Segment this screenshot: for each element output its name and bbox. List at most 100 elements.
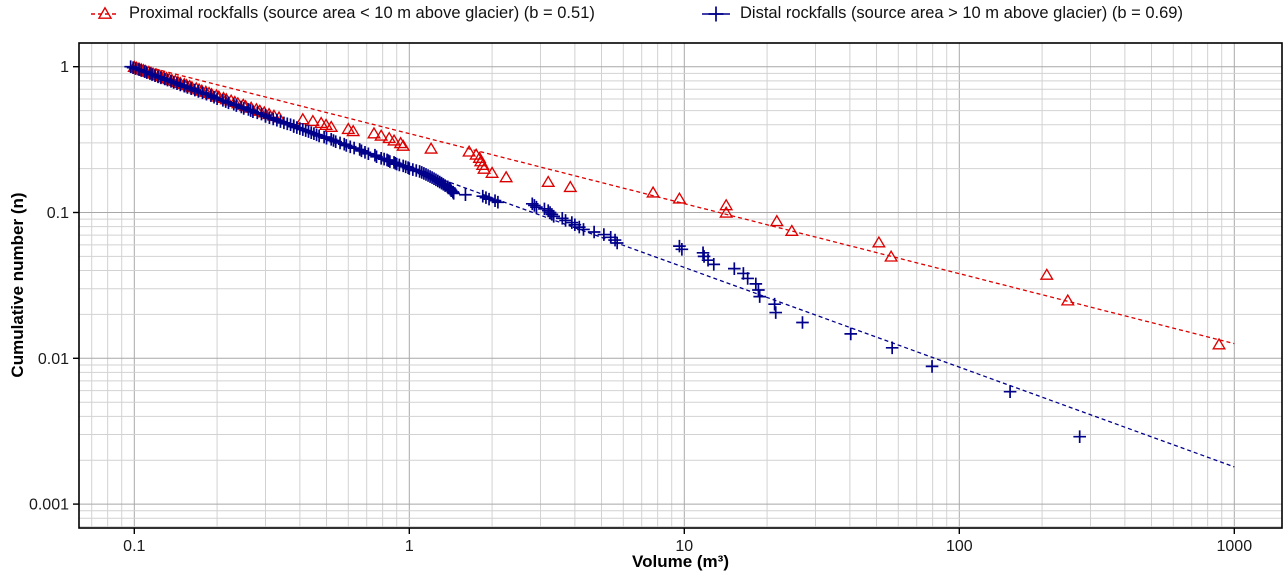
data-point-plus xyxy=(290,121,304,134)
data-point-triangle xyxy=(499,170,514,183)
data-point-plus xyxy=(587,225,601,239)
data-point-plus xyxy=(610,236,624,250)
data-point-triangle xyxy=(382,131,397,144)
data-point-plus xyxy=(216,94,230,107)
x-tick-label: 0.1 xyxy=(123,538,145,555)
x-tick-label: 10 xyxy=(675,538,693,555)
data-point-plus xyxy=(370,150,383,164)
data-point-plus xyxy=(389,156,402,170)
data-point-triangle xyxy=(424,141,439,154)
data-point-plus xyxy=(227,97,241,111)
data-point-triangle xyxy=(324,120,339,133)
data-point-plus xyxy=(174,78,187,92)
legend-label-distal: Distal rockfalls (source area > 10 m abo… xyxy=(740,3,1183,22)
data-point-plus xyxy=(488,194,502,207)
data-point-plus xyxy=(302,125,315,138)
data-point-plus xyxy=(555,212,569,225)
data-point-plus xyxy=(207,90,221,104)
data-point-triangle xyxy=(646,185,661,198)
data-point-triangle xyxy=(719,198,734,211)
data-point-plus xyxy=(355,144,368,158)
data-point-triangle xyxy=(477,162,492,174)
data-point-triangle xyxy=(305,114,320,127)
legend-item-proximal: Proximal rockfalls (source area < 10 m a… xyxy=(90,2,595,24)
data-point-plus xyxy=(124,60,137,73)
data-point-triangle xyxy=(387,133,402,146)
data-point-triangle xyxy=(1039,268,1054,280)
data-point-plus xyxy=(844,327,858,341)
data-point-plus xyxy=(925,360,939,373)
data-point-plus xyxy=(415,166,429,179)
data-point-plus xyxy=(482,192,496,206)
data-point-triangle xyxy=(462,144,477,157)
data-point-plus xyxy=(353,143,366,156)
data-point-triangle xyxy=(1060,293,1075,306)
data-point-plus xyxy=(597,228,611,241)
data-point-plus xyxy=(728,262,741,275)
data-point-plus xyxy=(140,66,154,79)
data-point-plus xyxy=(752,283,765,297)
data-point-triangle xyxy=(563,180,578,193)
triangle-open-icon xyxy=(91,6,119,19)
panel-border xyxy=(78,42,1283,529)
data-point-plus xyxy=(304,126,318,139)
data-point-triangle xyxy=(871,235,886,248)
data-point-plus xyxy=(222,96,235,110)
data-point-plus xyxy=(459,188,472,202)
data-point-plus xyxy=(296,123,310,136)
data-point-triangle xyxy=(784,224,799,236)
x-axis-title: Volume (m³) xyxy=(632,552,729,571)
data-point-plus xyxy=(413,165,426,178)
data-point-triangle xyxy=(1212,337,1227,350)
data-point-plus xyxy=(284,118,297,132)
data-point-plus xyxy=(528,199,541,212)
data-point-plus xyxy=(476,189,490,203)
data-point-plus xyxy=(737,267,750,280)
data-point-plus xyxy=(673,239,686,253)
x-tick-label: 1000 xyxy=(1217,538,1253,555)
data-point-plus xyxy=(327,134,340,147)
data-point-triangle xyxy=(314,116,329,129)
data-point-plus xyxy=(675,243,689,256)
data-point-plus xyxy=(768,297,781,311)
data-point-triangle xyxy=(346,124,361,137)
data-point-plus xyxy=(151,70,165,84)
data-point-plus xyxy=(525,197,539,211)
legend-item-distal: Distal rockfalls (source area > 10 m abo… xyxy=(701,2,1183,24)
data-point-triangle xyxy=(319,118,334,130)
data-point-plus xyxy=(143,67,157,80)
data-point-plus xyxy=(219,95,233,108)
data-point-plus xyxy=(538,202,551,216)
data-point-plus xyxy=(491,195,505,209)
y-tick-label: 1 xyxy=(60,59,69,76)
data-point-plus xyxy=(796,316,809,329)
legend-label-proximal: Proximal rockfalls (source area < 10 m a… xyxy=(129,3,595,22)
data-point-plus xyxy=(210,92,224,106)
data-point-plus xyxy=(230,99,243,112)
data-point-triangle xyxy=(719,205,734,218)
data-point-triangle xyxy=(295,112,310,125)
data-point-plus xyxy=(244,104,257,117)
fit-line-distal xyxy=(134,67,1235,468)
data-point-plus xyxy=(358,145,372,159)
data-point-plus xyxy=(293,122,307,135)
data-point-plus xyxy=(368,148,382,162)
data-point-triangle xyxy=(472,151,487,164)
data-point-plus xyxy=(138,65,151,78)
data-point-triangle xyxy=(884,249,899,262)
data-point-plus xyxy=(312,129,326,143)
data-point-triangle xyxy=(366,126,381,139)
data-point-plus xyxy=(769,306,783,319)
data-point-plus xyxy=(126,61,140,74)
data-point-triangle xyxy=(672,191,687,204)
data-point-plus xyxy=(287,119,301,132)
data-point-plus xyxy=(299,124,312,137)
data-point-plus xyxy=(145,68,159,81)
plus-marker-icon xyxy=(702,6,730,22)
data-point-plus xyxy=(885,341,899,355)
y-tick-label: 0.1 xyxy=(47,205,69,222)
data-point-plus xyxy=(320,131,333,145)
y-tick-label: 0.001 xyxy=(29,497,69,514)
